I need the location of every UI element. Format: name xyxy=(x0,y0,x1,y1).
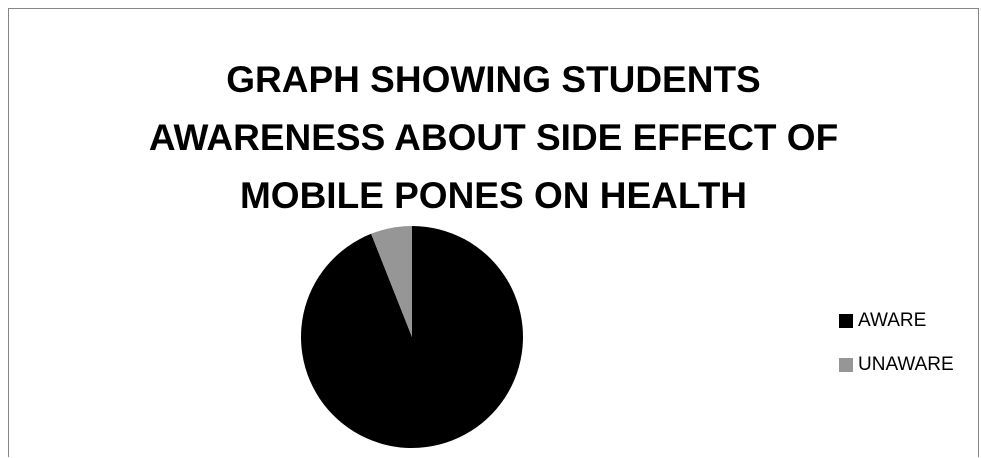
legend-label-aware: AWARE xyxy=(858,310,927,331)
pie-chart xyxy=(301,226,524,448)
legend-item-aware: AWARE xyxy=(839,310,954,331)
legend-item-unaware: UNAWARE xyxy=(839,354,954,375)
chart-title-line-3: MOBILE PONES ON HEALTH xyxy=(239,175,748,216)
legend-swatch-unaware xyxy=(839,358,853,372)
pie-slice-aware xyxy=(301,226,524,448)
chart-title: GRAPH SHOWING STUDENTS AWARENESS ABOUT S… xyxy=(9,51,978,225)
legend-label-unaware: UNAWARE xyxy=(858,354,954,375)
chart-title-line-2: AWARENESS ABOUT SIDE EFFECT OF xyxy=(148,117,839,158)
pie-slice-unaware xyxy=(371,226,412,337)
legend-swatch-aware xyxy=(839,314,853,328)
legend: AWARE UNAWARE xyxy=(839,310,954,399)
chart-title-line-1: GRAPH SHOWING STUDENTS xyxy=(226,59,761,100)
chart-area: GRAPH SHOWING STUDENTS AWARENESS ABOUT S… xyxy=(8,8,979,457)
